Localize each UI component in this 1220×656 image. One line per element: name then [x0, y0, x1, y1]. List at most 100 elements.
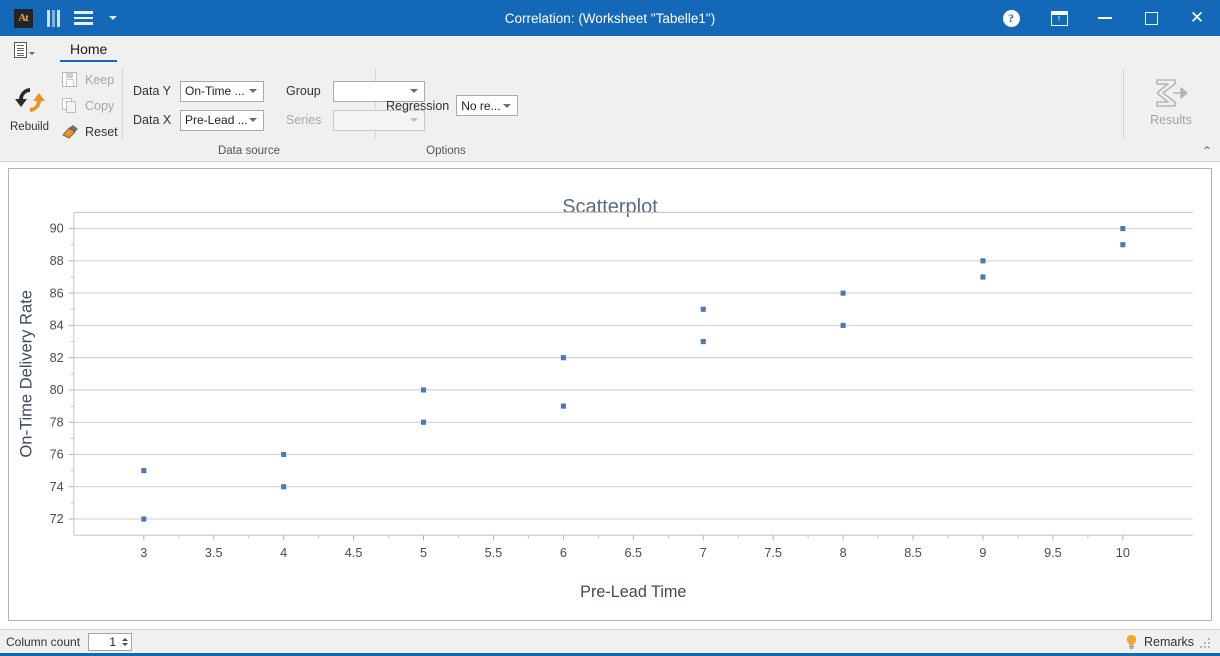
close-button[interactable]: ✕: [1189, 7, 1205, 28]
x-tick-label: 6: [560, 545, 567, 560]
data-point: [560, 355, 566, 361]
chevron-down-icon: [249, 89, 257, 93]
status-bar: Column count 1 Remarks: [0, 629, 1220, 653]
chevron-down-icon: [410, 118, 418, 122]
data-y-label: Data Y: [133, 84, 171, 98]
y-tick-label: 88: [50, 253, 64, 268]
y-tick-label: 74: [50, 479, 64, 494]
chevron-down-icon: [28, 51, 35, 55]
ribbon-divider: [1123, 68, 1124, 139]
group-label: Group: [286, 84, 321, 98]
x-tick-label: 9: [979, 545, 986, 560]
data-point: [1120, 225, 1126, 232]
data-x-label: Data X: [133, 113, 172, 127]
file-menu-button[interactable]: [6, 38, 42, 62]
help-icon[interactable]: ?: [986, 0, 1036, 36]
bars-icon[interactable]: [38, 3, 68, 33]
collapse-ribbon-icon[interactable]: ⌃: [1201, 144, 1212, 158]
reset-button[interactable]: Reset: [59, 121, 124, 143]
document-icon: [13, 42, 27, 58]
scatterplot[interactable]: 72 74 76 78 80 82 84 86 88 90 3 3.5 4 4.5 5 5.5 6 6.5 7 7.5…: [9, 169, 1211, 620]
app-logo-text: At: [13, 8, 33, 28]
x-tick-label: 10: [1116, 545, 1130, 560]
reset-label: Reset: [85, 124, 118, 139]
save-icon: [61, 71, 78, 88]
resize-grip-icon[interactable]: [1200, 636, 1212, 648]
chevron-down-icon: [503, 103, 512, 108]
copy-icon: [61, 97, 78, 114]
column-count-value: 1: [109, 634, 117, 649]
ribbon-display-options-icon[interactable]: [1036, 0, 1082, 36]
ribbon-group-data-source-title: Data source: [217, 145, 280, 157]
tab-home[interactable]: Home: [60, 39, 118, 62]
y-tick-label: 82: [50, 350, 64, 365]
status-bar-right: Remarks: [1125, 634, 1214, 650]
results-button[interactable]: Results: [1134, 66, 1208, 127]
column-count-stepper[interactable]: 1: [88, 632, 133, 651]
x-tick-label: 8: [840, 545, 847, 560]
copy-label: Copy: [85, 98, 115, 113]
keep-label: Keep: [85, 72, 115, 87]
x-axis-label: Pre-Lead Time: [580, 583, 686, 601]
regression-select[interactable]: No re...: [456, 95, 519, 116]
minimize-button[interactable]: [1082, 0, 1128, 36]
x-tick-label: 3.5: [205, 545, 223, 560]
sigma-arrow-icon: [1156, 79, 1188, 107]
ribbon-group-results: Results ⌃: [1124, 62, 1220, 161]
data-point: [700, 338, 706, 345]
data-point: [700, 306, 706, 312]
x-tick-label: 3: [140, 545, 147, 560]
column-count-label: Column count: [6, 634, 81, 649]
data-y-value: On-Time ...: [185, 84, 245, 98]
maximize-button[interactable]: [1128, 0, 1174, 36]
ribbon-divider: [375, 68, 376, 139]
ribbon-group-actions-title: [0, 145, 122, 161]
data-point: [420, 387, 427, 393]
ribbon-group-actions: Rebuild Keep Copy: [0, 62, 122, 161]
app-logo-icon[interactable]: At: [8, 3, 38, 33]
remarks-label[interactable]: Remarks: [1143, 634, 1194, 649]
y-tick-label: 80: [50, 382, 64, 397]
scatterplot-svg: 72 74 76 78 80 82 84 86 88 90 3 3.5 4 4.5 5 5.5 6 6.5 7 7.5…: [17, 211, 1193, 601]
series-label: Series: [286, 113, 322, 127]
eraser-icon: [61, 123, 78, 140]
regression-value: No re...: [461, 98, 501, 113]
y-tick-label: 86: [50, 285, 64, 300]
data-point: [980, 258, 986, 264]
chevron-down-icon: [249, 118, 257, 122]
quick-access-dropdown-icon[interactable]: [98, 3, 128, 33]
quick-access-toolbar: At: [0, 3, 128, 33]
x-tick-label: 8.5: [904, 545, 922, 560]
x-tick-label: 9.5: [1044, 545, 1062, 560]
data-x-select[interactable]: Pre-Lead ...: [180, 109, 264, 131]
menu-icon[interactable]: [68, 3, 98, 33]
data-y-select[interactable]: On-Time ...: [180, 80, 264, 102]
data-point: [840, 290, 846, 296]
data-point: [1120, 242, 1126, 248]
chart-card[interactable]: Scatterplot 72 74 76 78 80 82 84 86 88 90 3 3.5 4 4.5…: [8, 168, 1212, 621]
rebuild-button[interactable]: Rebuild: [10, 79, 49, 133]
x-tick-label: 5.5: [485, 545, 503, 560]
group-select[interactable]: [333, 80, 425, 102]
y-tick-label: 78: [50, 414, 64, 429]
data-point: [980, 274, 986, 280]
copy-button[interactable]: Copy: [59, 95, 124, 117]
y-axis-label: On-Time Delivery Rate: [17, 290, 35, 458]
chart-content-area: Scatterplot 72 74 76 78 80 82 84 86 88 90 3 3.5 4 4.5…: [0, 162, 1220, 629]
ribbon-divider: [122, 68, 123, 139]
y-tick-label: 84: [50, 317, 64, 332]
data-point: [281, 451, 287, 458]
y-tick-label: 72: [50, 511, 64, 526]
data-point: [840, 322, 846, 328]
ribbon-body: Rebuild Keep Copy: [0, 62, 1220, 161]
refresh-icon: [14, 87, 45, 112]
keep-button[interactable]: Keep: [59, 69, 124, 91]
series-select[interactable]: [333, 109, 425, 131]
data-point: [141, 516, 147, 522]
x-tick-label: 7: [700, 545, 707, 560]
y-tick-label: 90: [50, 221, 64, 236]
stepper-buttons[interactable]: [120, 637, 131, 646]
data-point: [141, 468, 147, 474]
data-point: [560, 403, 566, 409]
